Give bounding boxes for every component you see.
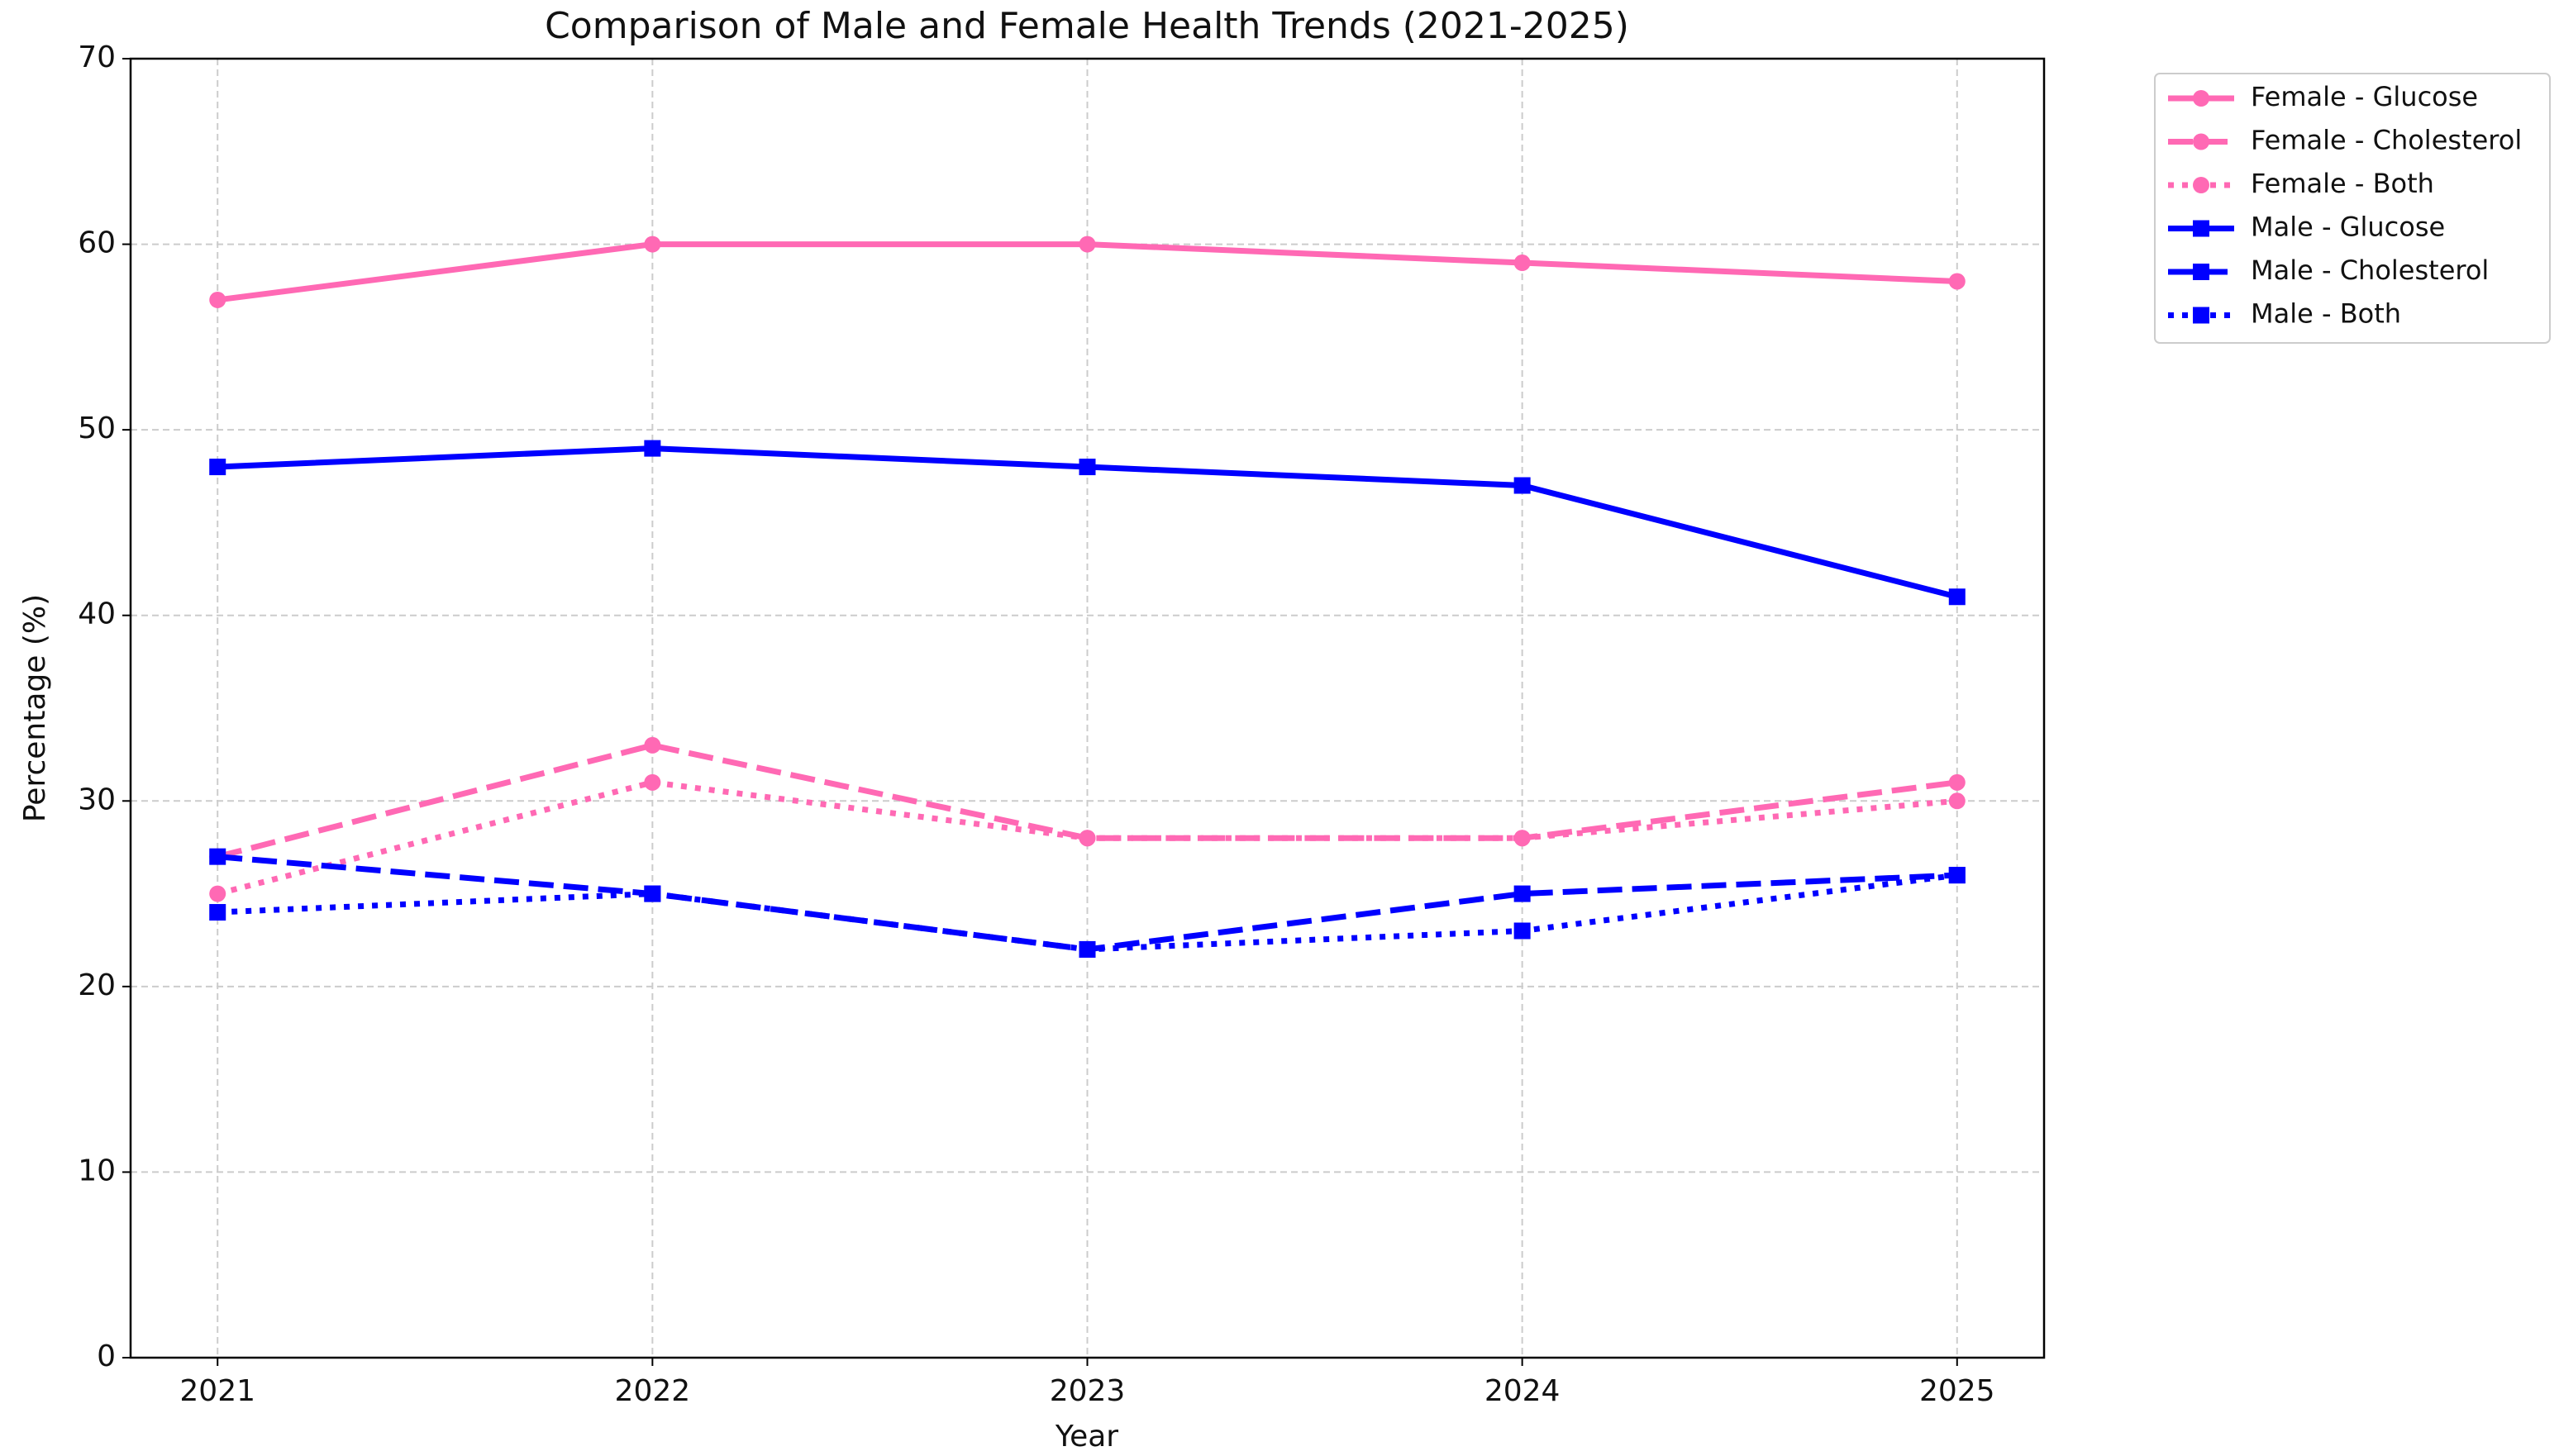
marker — [1513, 885, 1531, 902]
legend-label: Male - Both — [2251, 298, 2401, 330]
x-tick-label: 2021 — [179, 1374, 255, 1408]
marker — [209, 904, 226, 921]
plot-frame — [129, 57, 2046, 1359]
marker — [1079, 459, 1096, 476]
marker — [1948, 867, 1966, 884]
x-tick-label: 2025 — [1919, 1374, 1995, 1408]
legend: Female - Glucose Female - Cholesterol Fema… — [2154, 73, 2551, 344]
x-tick-label: 2024 — [1484, 1374, 1561, 1408]
x-tick-label: 2022 — [615, 1374, 691, 1408]
legend-label: Male - Glucose — [2251, 212, 2445, 243]
marker — [1948, 792, 1966, 810]
marker — [2193, 307, 2209, 324]
marker — [2193, 90, 2209, 107]
x-axis-label: Year — [1055, 1420, 1118, 1454]
marker — [644, 736, 661, 754]
marker — [644, 773, 661, 791]
series-line — [217, 742, 1958, 860]
marker — [1513, 477, 1531, 494]
marker — [2193, 264, 2209, 280]
legend-label: Female - Cholesterol — [2251, 125, 2522, 156]
legend-frame — [2154, 73, 2551, 344]
marker — [1079, 830, 1096, 847]
y-tick-label: 40 — [78, 597, 116, 631]
marker — [1513, 830, 1531, 847]
y-tick-label: 10 — [78, 1154, 116, 1187]
marker — [209, 848, 226, 865]
marker — [1513, 922, 1531, 940]
marker — [2193, 220, 2209, 237]
legend-label: Male - Cholesterol — [2251, 255, 2489, 286]
marker — [1948, 273, 1966, 290]
marker — [2193, 177, 2209, 193]
y-tick-label: 70 — [78, 40, 116, 74]
marker — [209, 291, 226, 308]
marker — [1948, 773, 1966, 791]
legend-label: Female - Both — [2251, 168, 2434, 199]
y-tick-label: 20 — [78, 968, 116, 1002]
marker — [644, 236, 661, 253]
marker — [2193, 133, 2209, 150]
marker — [209, 885, 226, 902]
marker — [1079, 940, 1096, 958]
marker — [1948, 588, 1966, 606]
y-tick-label: 60 — [78, 226, 116, 260]
y-tick-label: 50 — [78, 412, 116, 445]
marker — [644, 885, 661, 902]
marker — [644, 440, 661, 457]
y-tick-label: 30 — [78, 783, 116, 816]
y-tick-label: 0 — [97, 1339, 116, 1373]
marker — [1513, 255, 1531, 272]
x-tick-label: 2023 — [1050, 1374, 1126, 1408]
legend-label: Female - Glucose — [2251, 81, 2478, 112]
marker — [209, 459, 226, 476]
chart-title: Comparison of Male and Female Health Tre… — [545, 5, 1629, 47]
y-axis-label: Percentage (%) — [18, 594, 52, 822]
marker — [1079, 236, 1096, 253]
